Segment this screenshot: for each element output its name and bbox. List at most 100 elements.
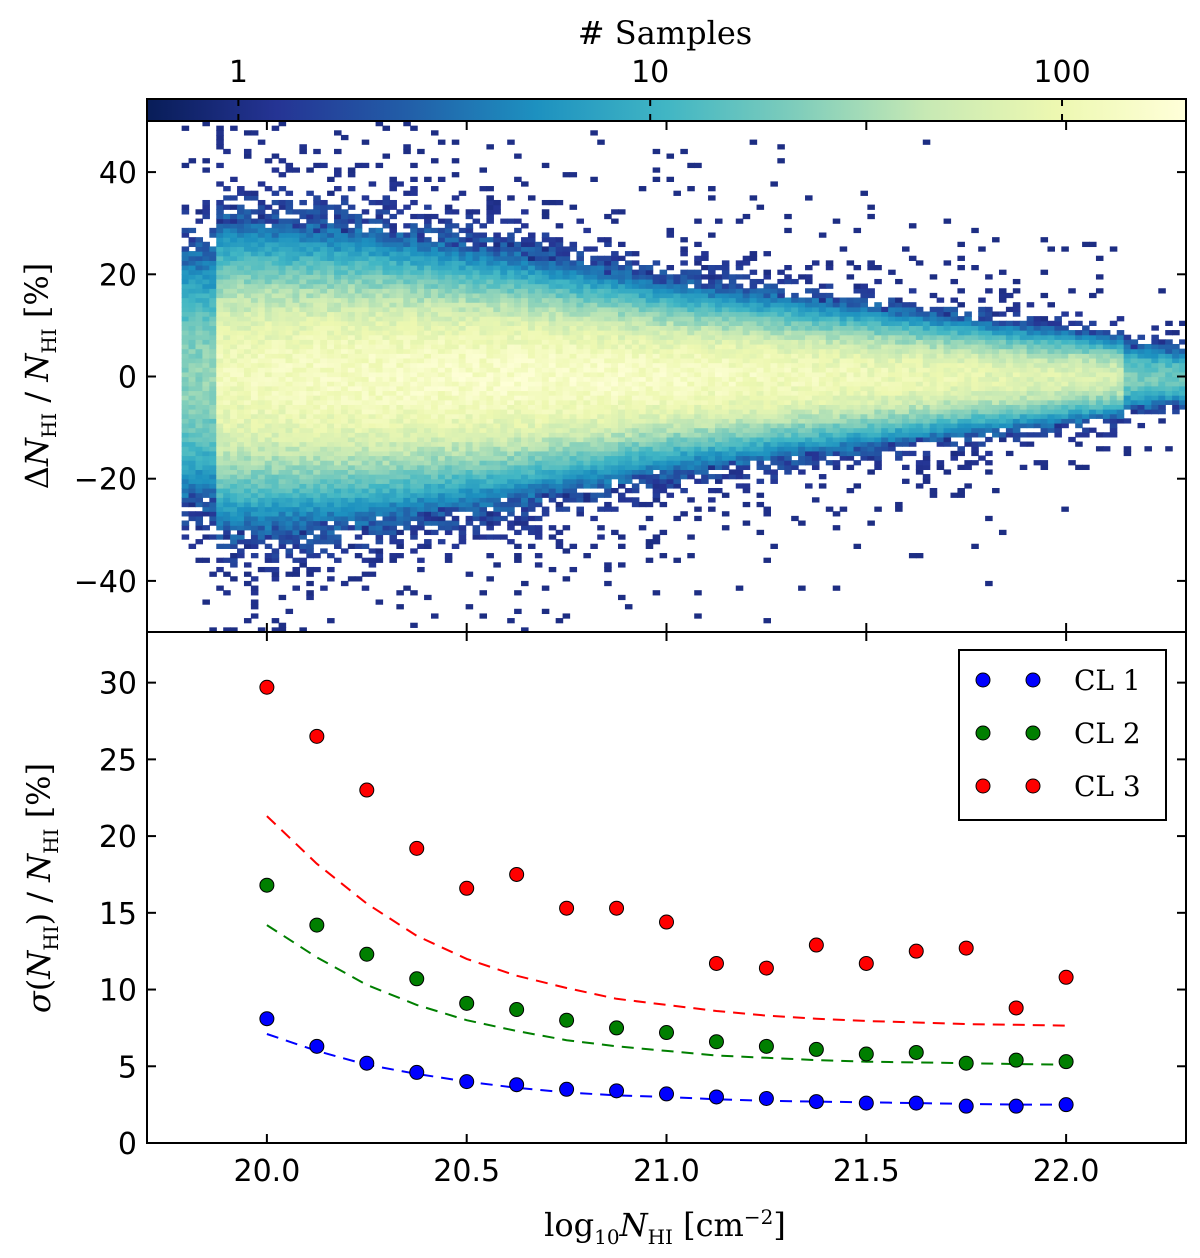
heatmap-cell bbox=[181, 306, 190, 313]
heatmap-cell bbox=[618, 283, 626, 289]
heatmap-cell bbox=[382, 436, 391, 443]
heatmap-cell bbox=[479, 306, 488, 313]
heatmap-cell bbox=[195, 441, 204, 447]
heatmap-cell bbox=[181, 302, 190, 308]
heatmap-cell bbox=[562, 436, 571, 443]
heatmap-cell bbox=[347, 427, 356, 433]
heatmap-cell bbox=[521, 385, 529, 392]
heatmap-cell bbox=[389, 311, 397, 317]
heatmap-cell bbox=[410, 427, 418, 433]
heatmap-cell bbox=[299, 390, 307, 396]
heatmap-cell bbox=[541, 357, 550, 364]
heatmap-cell bbox=[666, 348, 675, 354]
heatmap-cell bbox=[555, 306, 564, 313]
heatmap-cell bbox=[313, 515, 321, 522]
heatmap-cell bbox=[403, 427, 411, 433]
heatmap-cell bbox=[278, 460, 287, 466]
heatmap-cell bbox=[354, 418, 363, 424]
heatmap-cell bbox=[437, 385, 446, 392]
heatmap-cell bbox=[437, 269, 446, 275]
heatmap-cell bbox=[340, 464, 349, 471]
heatmap-cell bbox=[278, 525, 287, 531]
heatmap-cell bbox=[195, 297, 204, 303]
heatmap-cell bbox=[299, 441, 307, 447]
heatmap-cell bbox=[389, 316, 397, 322]
heatmap-cell bbox=[361, 506, 370, 512]
heatmap-cell bbox=[479, 260, 488, 266]
heatmap-cell bbox=[472, 367, 481, 373]
heatmap-cell bbox=[430, 432, 439, 438]
heatmap-cell bbox=[638, 283, 647, 289]
heatmap-cell bbox=[590, 306, 598, 313]
heatmap-cell bbox=[285, 334, 294, 340]
heatmap-cell bbox=[555, 539, 564, 545]
heatmap-cell bbox=[243, 446, 252, 452]
heatmap-cell bbox=[327, 422, 335, 429]
heatmap-cell bbox=[638, 302, 647, 308]
heatmap-cell bbox=[223, 348, 231, 354]
heatmap-cell bbox=[638, 418, 647, 424]
heatmap-cell bbox=[541, 450, 550, 457]
heatmap-cell bbox=[541, 325, 550, 331]
heatmap-cell bbox=[521, 427, 529, 433]
heatmap-cell bbox=[673, 460, 681, 466]
heatmap-cell bbox=[458, 469, 467, 475]
heatmap-cell bbox=[334, 148, 342, 155]
heatmap-cell bbox=[673, 353, 681, 359]
heatmap-cell bbox=[271, 232, 280, 238]
heatmap-cell bbox=[500, 316, 508, 322]
heatmap-cell bbox=[493, 283, 501, 289]
heatmap-cell bbox=[521, 371, 529, 378]
heatmap-cell bbox=[354, 525, 363, 531]
heatmap-cell bbox=[340, 520, 349, 526]
heatmap-cell bbox=[306, 539, 314, 545]
heatmap-cell bbox=[223, 501, 231, 508]
heatmap-cell bbox=[666, 306, 675, 313]
heatmap-cell bbox=[368, 334, 377, 340]
heatmap-cell bbox=[500, 413, 508, 419]
heatmap-cell bbox=[562, 320, 571, 326]
heatmap-cell bbox=[403, 483, 411, 489]
heatmap-cell bbox=[424, 376, 432, 382]
heatmap-cell bbox=[548, 478, 557, 484]
heatmap-cell bbox=[403, 525, 411, 531]
heatmap-cell bbox=[382, 413, 391, 419]
heatmap-cell bbox=[500, 506, 508, 512]
heatmap-cell bbox=[472, 260, 481, 266]
heatmap-cell bbox=[618, 492, 626, 498]
heatmap-cell bbox=[458, 395, 467, 401]
heatmap-cell bbox=[666, 227, 675, 234]
heatmap-cell bbox=[562, 548, 571, 554]
heatmap-cell bbox=[555, 422, 564, 429]
heatmap-cell bbox=[424, 422, 432, 429]
heatmap-cell bbox=[306, 367, 314, 373]
heatmap-cell bbox=[458, 390, 467, 396]
heatmap-cell bbox=[437, 357, 446, 364]
heatmap-cell bbox=[562, 446, 571, 452]
heatmap-cell bbox=[618, 376, 626, 382]
heatmap-cell bbox=[271, 223, 280, 229]
heatmap-cell bbox=[611, 218, 619, 224]
heatmap-cell bbox=[534, 278, 543, 285]
heatmap-cell bbox=[666, 343, 675, 350]
heatmap-cell bbox=[527, 525, 536, 531]
heatmap-cell bbox=[382, 381, 391, 387]
heatmap-cell bbox=[590, 483, 598, 489]
heatmap-cell bbox=[264, 413, 273, 419]
heatmap-cell bbox=[375, 199, 384, 206]
heatmap-cell bbox=[320, 199, 328, 206]
heatmap-cell bbox=[645, 399, 654, 405]
heatmap-cell bbox=[250, 283, 259, 289]
heatmap-cell bbox=[507, 237, 515, 243]
heatmap-cell bbox=[202, 311, 210, 317]
heatmap-cell bbox=[673, 422, 681, 429]
heatmap-cell bbox=[306, 283, 314, 289]
heatmap-cell bbox=[527, 241, 536, 248]
heatmap-cell bbox=[424, 520, 432, 526]
heatmap-cell bbox=[403, 399, 411, 405]
heatmap-cell bbox=[541, 297, 550, 303]
heatmap-cell bbox=[327, 343, 335, 350]
heatmap-cell bbox=[271, 190, 280, 196]
heatmap-cell bbox=[340, 232, 349, 238]
heatmap-cell bbox=[237, 460, 245, 466]
